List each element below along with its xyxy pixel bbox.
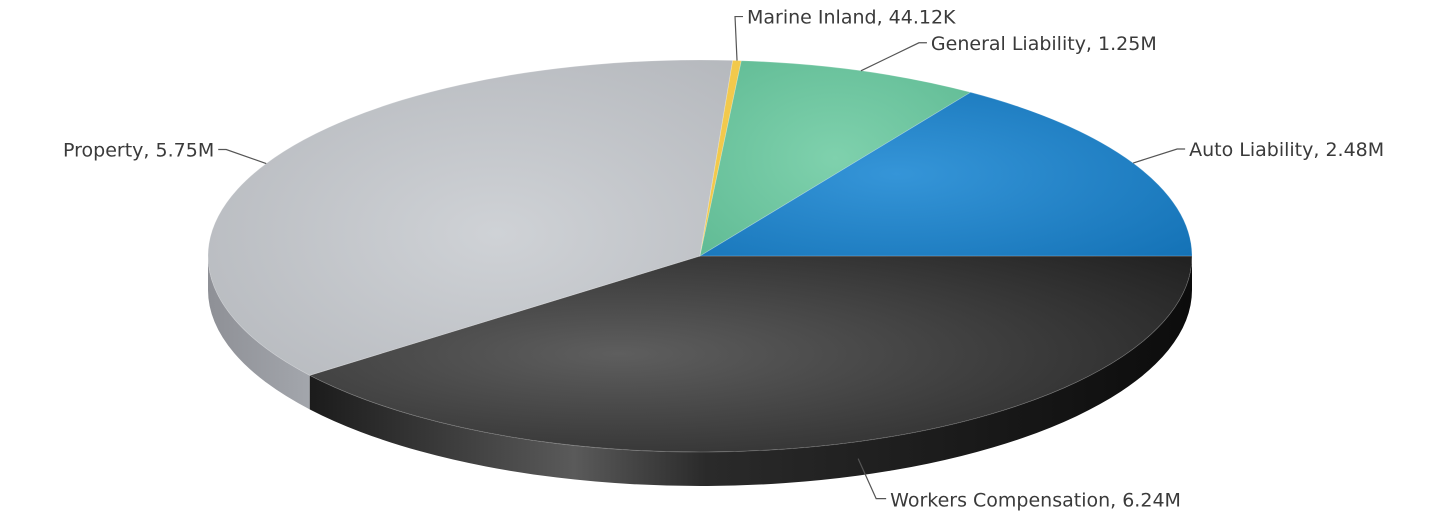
pie-slice-auto-liability[interactable] [698, 91, 1193, 257]
label-property: Property, 5.75M [63, 140, 214, 162]
label-marine-inland: Marine Inland, 44.12K [747, 7, 956, 29]
pie-labels: Workers Compensation, 6.24M Property, 5.7… [63, 7, 1384, 512]
pie-slices [207, 59, 1193, 453]
label-general-liability: General Liability, 1.25M [931, 33, 1157, 55]
leader-line-general-liability [860, 42, 927, 72]
pie-sides [208, 256, 1192, 486]
leader-line-workers-compensation [857, 458, 887, 500]
pie-slice-marine-inland[interactable] [699, 60, 742, 257]
pie-slice-general-liability[interactable] [699, 60, 972, 257]
label-workers-compensation: Workers Compensation, 6.24M [890, 490, 1181, 512]
leader-line-marine-inland [734, 15, 744, 61]
pie-side-workers-compensation [309, 256, 1192, 486]
pie-side-property [208, 256, 310, 410]
pie-slice-workers-compensation[interactable] [308, 255, 1193, 453]
leader-line-property [218, 148, 267, 165]
pie-slice-property[interactable] [207, 59, 734, 376]
leader-line-auto-liability [1132, 148, 1186, 164]
label-auto-liability: Auto Liability, 2.48M [1189, 139, 1384, 161]
